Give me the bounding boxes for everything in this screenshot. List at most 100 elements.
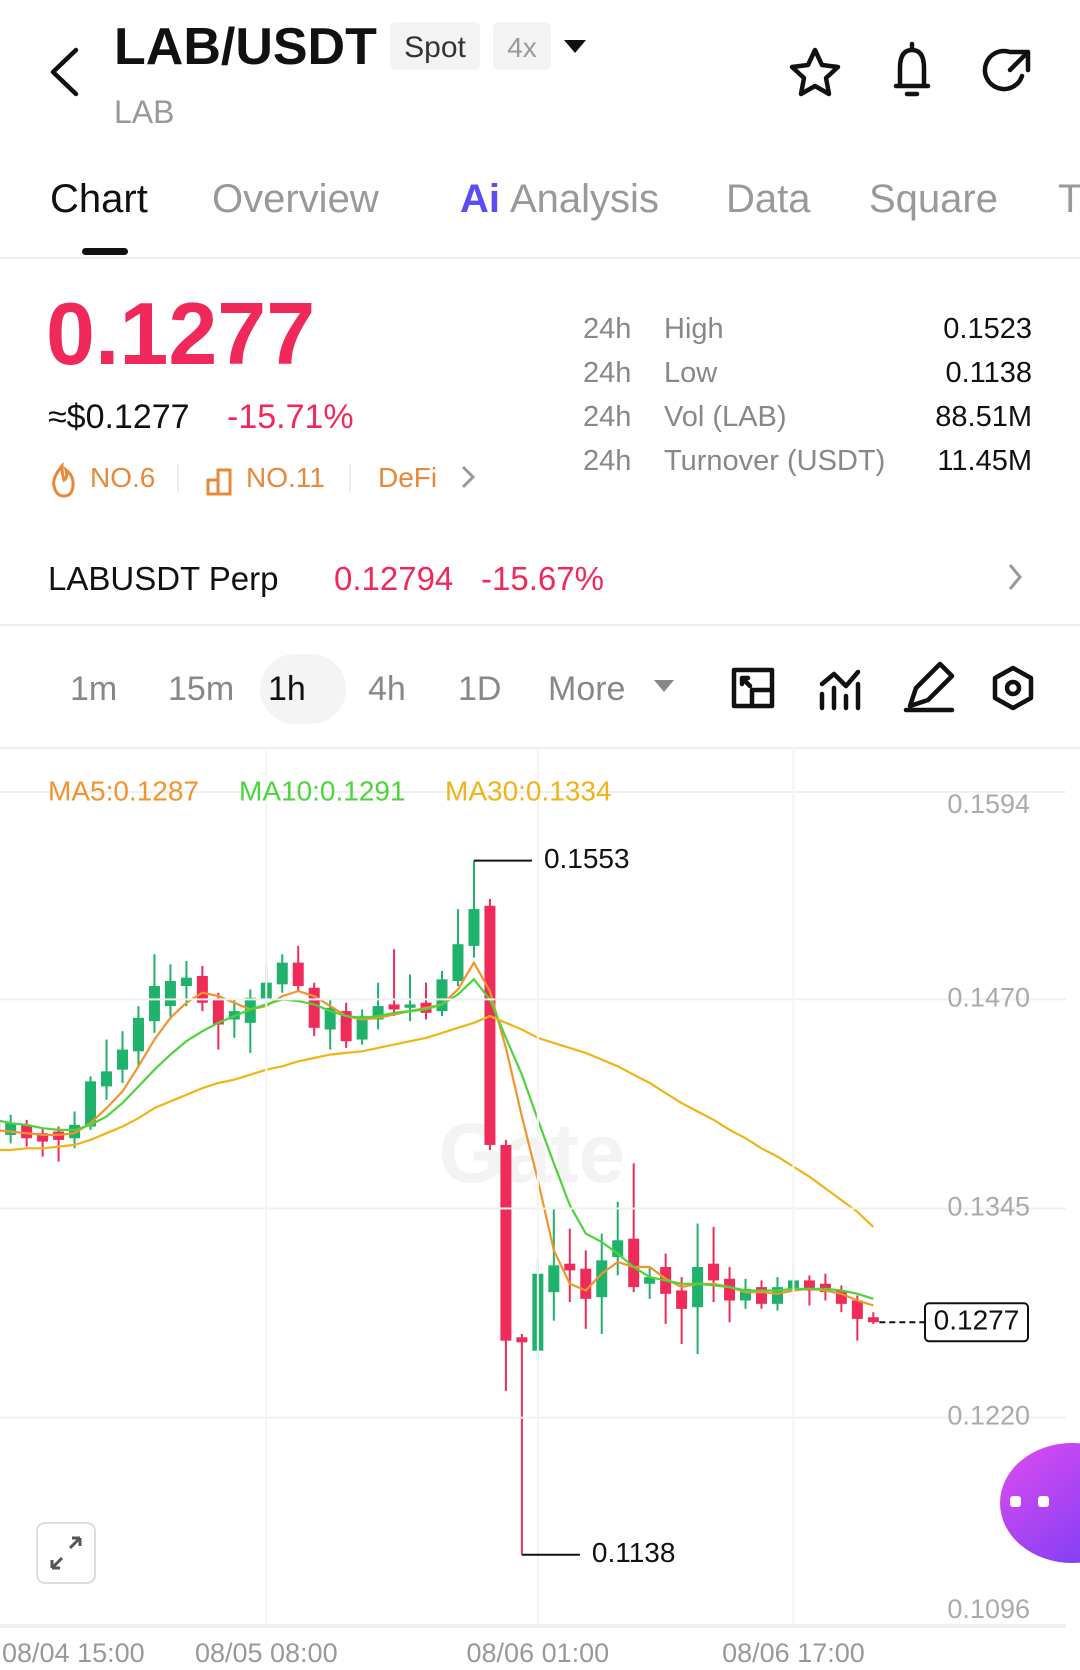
tab[interactable]: Square <box>869 177 998 221</box>
perp-change: -15.67% <box>481 560 604 597</box>
chevron[interactable] <box>1008 564 1022 590</box>
layout-icon[interactable] <box>731 667 775 709</box>
candle-body <box>356 1016 368 1040</box>
tab[interactable]: T <box>1058 177 1080 221</box>
tag[interactable]: NO.11 <box>246 462 325 493</box>
candle-body <box>308 987 320 1028</box>
stat-value: 0.1138 <box>945 357 1032 389</box>
candle-body <box>484 905 496 1145</box>
dropdown-arrow[interactable] <box>564 40 586 53</box>
candle-body <box>132 1017 144 1052</box>
candle-body <box>37 1133 49 1142</box>
stat-period: 24h <box>583 357 631 389</box>
y-tick-label: 0.1220 <box>947 1401 1030 1431</box>
candle-body <box>340 1011 352 1042</box>
pair-subtitle: LAB <box>114 94 174 130</box>
indicator-icon[interactable] <box>819 669 861 711</box>
tab[interactable]: Overview <box>212 177 379 221</box>
badge-bg <box>493 22 551 70</box>
candle-body <box>404 1004 416 1008</box>
candle-body <box>164 981 176 1007</box>
candle-body <box>117 1049 128 1070</box>
candle-body <box>196 975 208 1003</box>
stat-period: 24h <box>583 445 631 477</box>
tab[interactable]: Analysis <box>510 177 659 221</box>
interval[interactable]: 1D <box>458 670 501 708</box>
max-label: 0.1553 <box>544 843 630 874</box>
candle-body <box>276 962 288 985</box>
interval-selected-bg <box>260 654 346 724</box>
candle-body <box>692 1267 704 1308</box>
candle-body <box>5 1123 17 1135</box>
price-change: -15.71% <box>227 398 354 436</box>
candle-body <box>180 977 192 987</box>
stat-period: 24h <box>583 401 631 433</box>
candle-body <box>324 1007 336 1030</box>
candle-body <box>148 986 160 1022</box>
approx-price: ≈$0.1277 <box>48 398 190 436</box>
ai-badge: Ai <box>460 177 500 221</box>
interval[interactable]: 1m <box>70 670 117 708</box>
rank-icon <box>206 468 232 496</box>
draw-icon[interactable] <box>903 661 955 713</box>
candle-body <box>101 1071 113 1087</box>
tag[interactable]: NO.6 <box>90 462 155 493</box>
interval[interactable]: 1h <box>268 670 306 708</box>
tab[interactable]: Data <box>726 177 811 221</box>
interval-bar: 1m 15m 1h 4h 1D More <box>70 670 625 708</box>
candle-body <box>372 1006 384 1020</box>
candle-body <box>867 1317 879 1323</box>
y-tick-label: 0.1594 <box>947 789 1030 819</box>
more-arrow[interactable] <box>654 680 674 692</box>
stat-period: 24h <box>583 313 631 345</box>
candle-body <box>771 1287 783 1304</box>
hot-icon <box>52 461 75 498</box>
candle-body <box>548 1265 560 1293</box>
plot-area: Gate <box>0 860 879 1555</box>
settings-icon[interactable] <box>992 665 1034 711</box>
alert-icon[interactable] <box>893 41 931 97</box>
tab[interactable]: Chart <box>50 177 148 221</box>
candle-body <box>292 962 304 987</box>
candle-body <box>516 1337 528 1343</box>
interval[interactable]: 15m <box>168 670 234 708</box>
candle-body <box>452 944 464 982</box>
candle-body <box>851 1300 863 1319</box>
candle-body <box>85 1081 97 1127</box>
kline-chart: Gate 0.1594 0.1470 0.1345 0.1220 0.1096 08/04 … <box>0 750 1066 1668</box>
interval[interactable]: More <box>548 670 625 708</box>
ma-line <box>0 960 874 1307</box>
back-button[interactable] <box>50 47 79 97</box>
x-tick-label: 08/05 08:00 <box>195 1638 338 1668</box>
badge: 4x <box>507 32 537 63</box>
assistant-eye <box>1038 1496 1049 1507</box>
tab-indicator <box>82 248 128 255</box>
candle-body <box>564 1263 576 1271</box>
min-label: 0.1138 <box>592 1537 676 1568</box>
stat-value: 11.45M <box>937 445 1032 477</box>
legend-entry: MA10:0.1291 <box>239 775 406 806</box>
fullscreen-icon <box>50 1536 82 1570</box>
y-tick-label: 0.1345 <box>947 1192 1030 1222</box>
interval[interactable]: 4h <box>368 670 406 708</box>
x-tick-label: 08/04 15:00 <box>2 1638 145 1668</box>
perp-name[interactable]: LABUSDT Perp <box>48 560 278 597</box>
ma-line <box>0 977 874 1300</box>
candle-body <box>724 1278 736 1301</box>
fullscreen-button[interactable] <box>36 1522 96 1584</box>
stat-label: Low <box>664 357 718 389</box>
candle-body <box>835 1290 847 1304</box>
share-icon[interactable] <box>982 48 1031 92</box>
last-price-label: 0.1277 <box>934 1305 1020 1336</box>
toolbar <box>731 661 1034 713</box>
perp-price: 0.12794 <box>334 560 453 597</box>
candle-body <box>644 1277 656 1284</box>
favorite-icon[interactable] <box>789 47 841 97</box>
candle-body <box>21 1124 33 1139</box>
tag[interactable]: DeFi <box>378 462 437 493</box>
last-price-box <box>924 1302 1029 1343</box>
candle-body <box>500 1144 512 1341</box>
candle-body <box>756 1287 767 1304</box>
badge: Spot <box>404 31 466 64</box>
stat-value: 88.51M <box>935 401 1032 433</box>
